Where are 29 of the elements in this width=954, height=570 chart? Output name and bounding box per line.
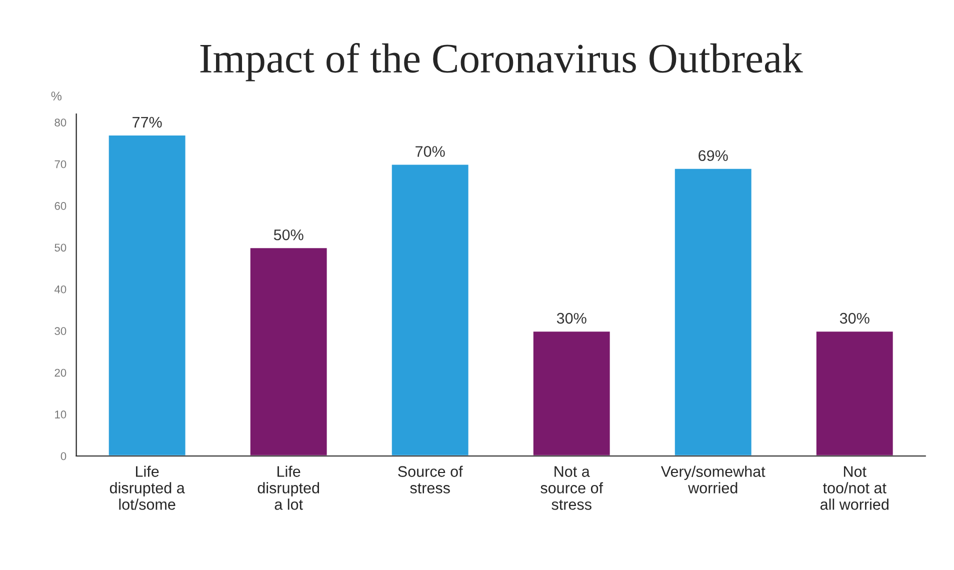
y-tick-label: 20 xyxy=(54,368,66,377)
x-tick-label: Not a source of stress xyxy=(540,466,604,510)
y-tick-label: 60 xyxy=(54,202,66,210)
data-label: 30% xyxy=(556,312,586,324)
x-tick-label: Life disrupted a lot xyxy=(258,466,320,510)
x-tick-label: Life disrupted a lot/some xyxy=(110,466,185,510)
bar xyxy=(390,163,470,456)
y-tick-label: 30 xyxy=(54,327,66,336)
y-tick-label: 70 xyxy=(54,160,66,168)
bar xyxy=(532,330,612,456)
bar xyxy=(674,168,753,456)
data-label: 69% xyxy=(698,150,728,162)
y-tick-label: 0 xyxy=(60,452,66,460)
bar xyxy=(815,330,894,456)
data-label: 50% xyxy=(274,229,304,240)
data-label: 70% xyxy=(416,146,445,157)
data-label: 77% xyxy=(132,116,162,128)
y-tick-label: 50 xyxy=(54,244,66,252)
x-tick-label: Source of stress xyxy=(398,466,463,494)
bar xyxy=(107,134,187,456)
y-tick-label: 80 xyxy=(54,118,66,126)
x-tick-label: Not too/not at all worried xyxy=(820,466,888,510)
y-tick-label: 40 xyxy=(54,285,66,294)
y-tick-label: 10 xyxy=(55,410,66,418)
y-axis-title: % xyxy=(51,92,62,100)
chart-title: Impact of the Coronavirus Outbreak xyxy=(200,42,803,82)
x-tick-label: Very/somewhat worried xyxy=(660,466,766,494)
data-label: 30% xyxy=(840,312,870,324)
bar xyxy=(248,246,328,456)
